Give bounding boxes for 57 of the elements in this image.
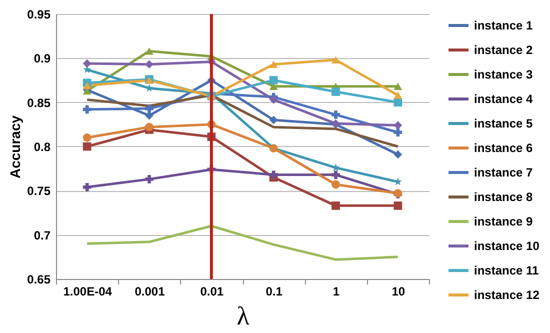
legend-label: instance 5 [474, 116, 534, 130]
point [145, 104, 154, 113]
y-tick-label: 0.85 [27, 96, 51, 110]
point [332, 110, 340, 119]
point [394, 150, 402, 159]
point [394, 98, 402, 107]
legend-label: instance 1 [474, 18, 534, 32]
point [394, 121, 402, 130]
x-tick-label: 1 [332, 284, 340, 298]
point [145, 122, 154, 132]
point [82, 133, 92, 142]
point [332, 88, 340, 96]
point [269, 170, 278, 179]
legend-label: instance 10 [474, 239, 540, 253]
legend-label: instance 12 [474, 288, 540, 302]
point [332, 180, 340, 189]
point [82, 105, 92, 114]
legend-label: instance 3 [474, 68, 534, 82]
point [269, 60, 278, 68]
legend-label: instance 9 [474, 214, 534, 228]
x-axis-title: λ [236, 302, 250, 330]
point [394, 202, 402, 210]
point [82, 59, 92, 68]
point [394, 92, 402, 99]
legend-label: instance 7 [474, 166, 534, 180]
point [332, 56, 340, 64]
x-tick-label: 0.001 [134, 284, 166, 298]
point [82, 82, 92, 90]
y-tick-label: 0.75 [27, 184, 51, 198]
x-tick-label: 0.1 [266, 284, 283, 298]
y-tick-label: 0.9 [34, 52, 51, 66]
y-tick-label: 0.8 [34, 140, 51, 154]
x-tick-label: 1.00E-04 [63, 284, 112, 298]
legend-label: instance 6 [474, 141, 534, 155]
y-tick-label: 0.7 [34, 228, 51, 242]
point [82, 142, 92, 151]
point [269, 96, 278, 104]
point [269, 76, 278, 84]
point [145, 175, 154, 184]
y-tick-label: 0.95 [27, 8, 51, 22]
y-tick-label: 0.65 [27, 272, 51, 286]
point [332, 202, 340, 210]
point [82, 182, 92, 192]
point [332, 170, 340, 179]
line-series [86, 224, 400, 261]
point [269, 116, 278, 124]
point [394, 128, 402, 137]
point [394, 82, 402, 90]
point [145, 47, 154, 55]
x-tick-label: 0.01 [200, 284, 224, 298]
point [145, 60, 154, 69]
legend-label: instance 8 [474, 190, 534, 204]
x-tick-label: 10 [392, 284, 406, 298]
legend-label: instance 2 [474, 43, 534, 57]
y-axis-title: Accuracy [7, 115, 24, 179]
legend-label: instance 4 [474, 92, 534, 106]
legend-label: instance 11 [474, 264, 540, 278]
